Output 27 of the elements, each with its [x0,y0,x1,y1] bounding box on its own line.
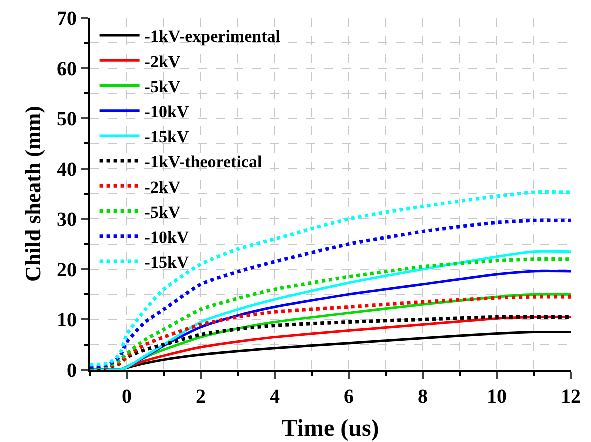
y-tick-label: 50 [57,108,77,131]
legend-label: -2kV [144,52,182,72]
legend-label: -10kV [144,228,190,247]
y-tick-label: 20 [57,259,77,282]
y-tick-label: 60 [57,58,77,80]
y-tick-label: 0 [67,360,77,382]
x-axis-title: Time (us) [282,416,380,442]
y-tick-label: 70 [57,8,77,30]
y-axis-title: Child sheath (mm) [20,106,46,282]
legend-label: -1kV-experimental [144,27,281,46]
legend-label: -10kV [144,102,190,122]
x-tick-label: 6 [344,386,354,408]
x-tick-label: 2 [196,386,206,408]
legend-label: -1kV-theoretical [144,152,262,172]
y-tick-label: 10 [57,310,77,332]
legend-label: -15kV [144,253,190,272]
x-tick-label: 12 [561,386,581,408]
x-tick-label: 8 [418,386,428,408]
x-tick-label: 4 [270,386,280,408]
legend-label: -15kV [144,128,190,147]
x-tick-label: 10 [487,386,507,408]
y-tick-label: 30 [57,209,77,232]
legend-label: -5kV [144,77,182,96]
legend-label: -2kV [144,178,182,197]
x-tick-label: 0 [122,386,132,408]
legend-label: -5kV [144,202,182,222]
y-tick-label: 40 [57,158,77,181]
